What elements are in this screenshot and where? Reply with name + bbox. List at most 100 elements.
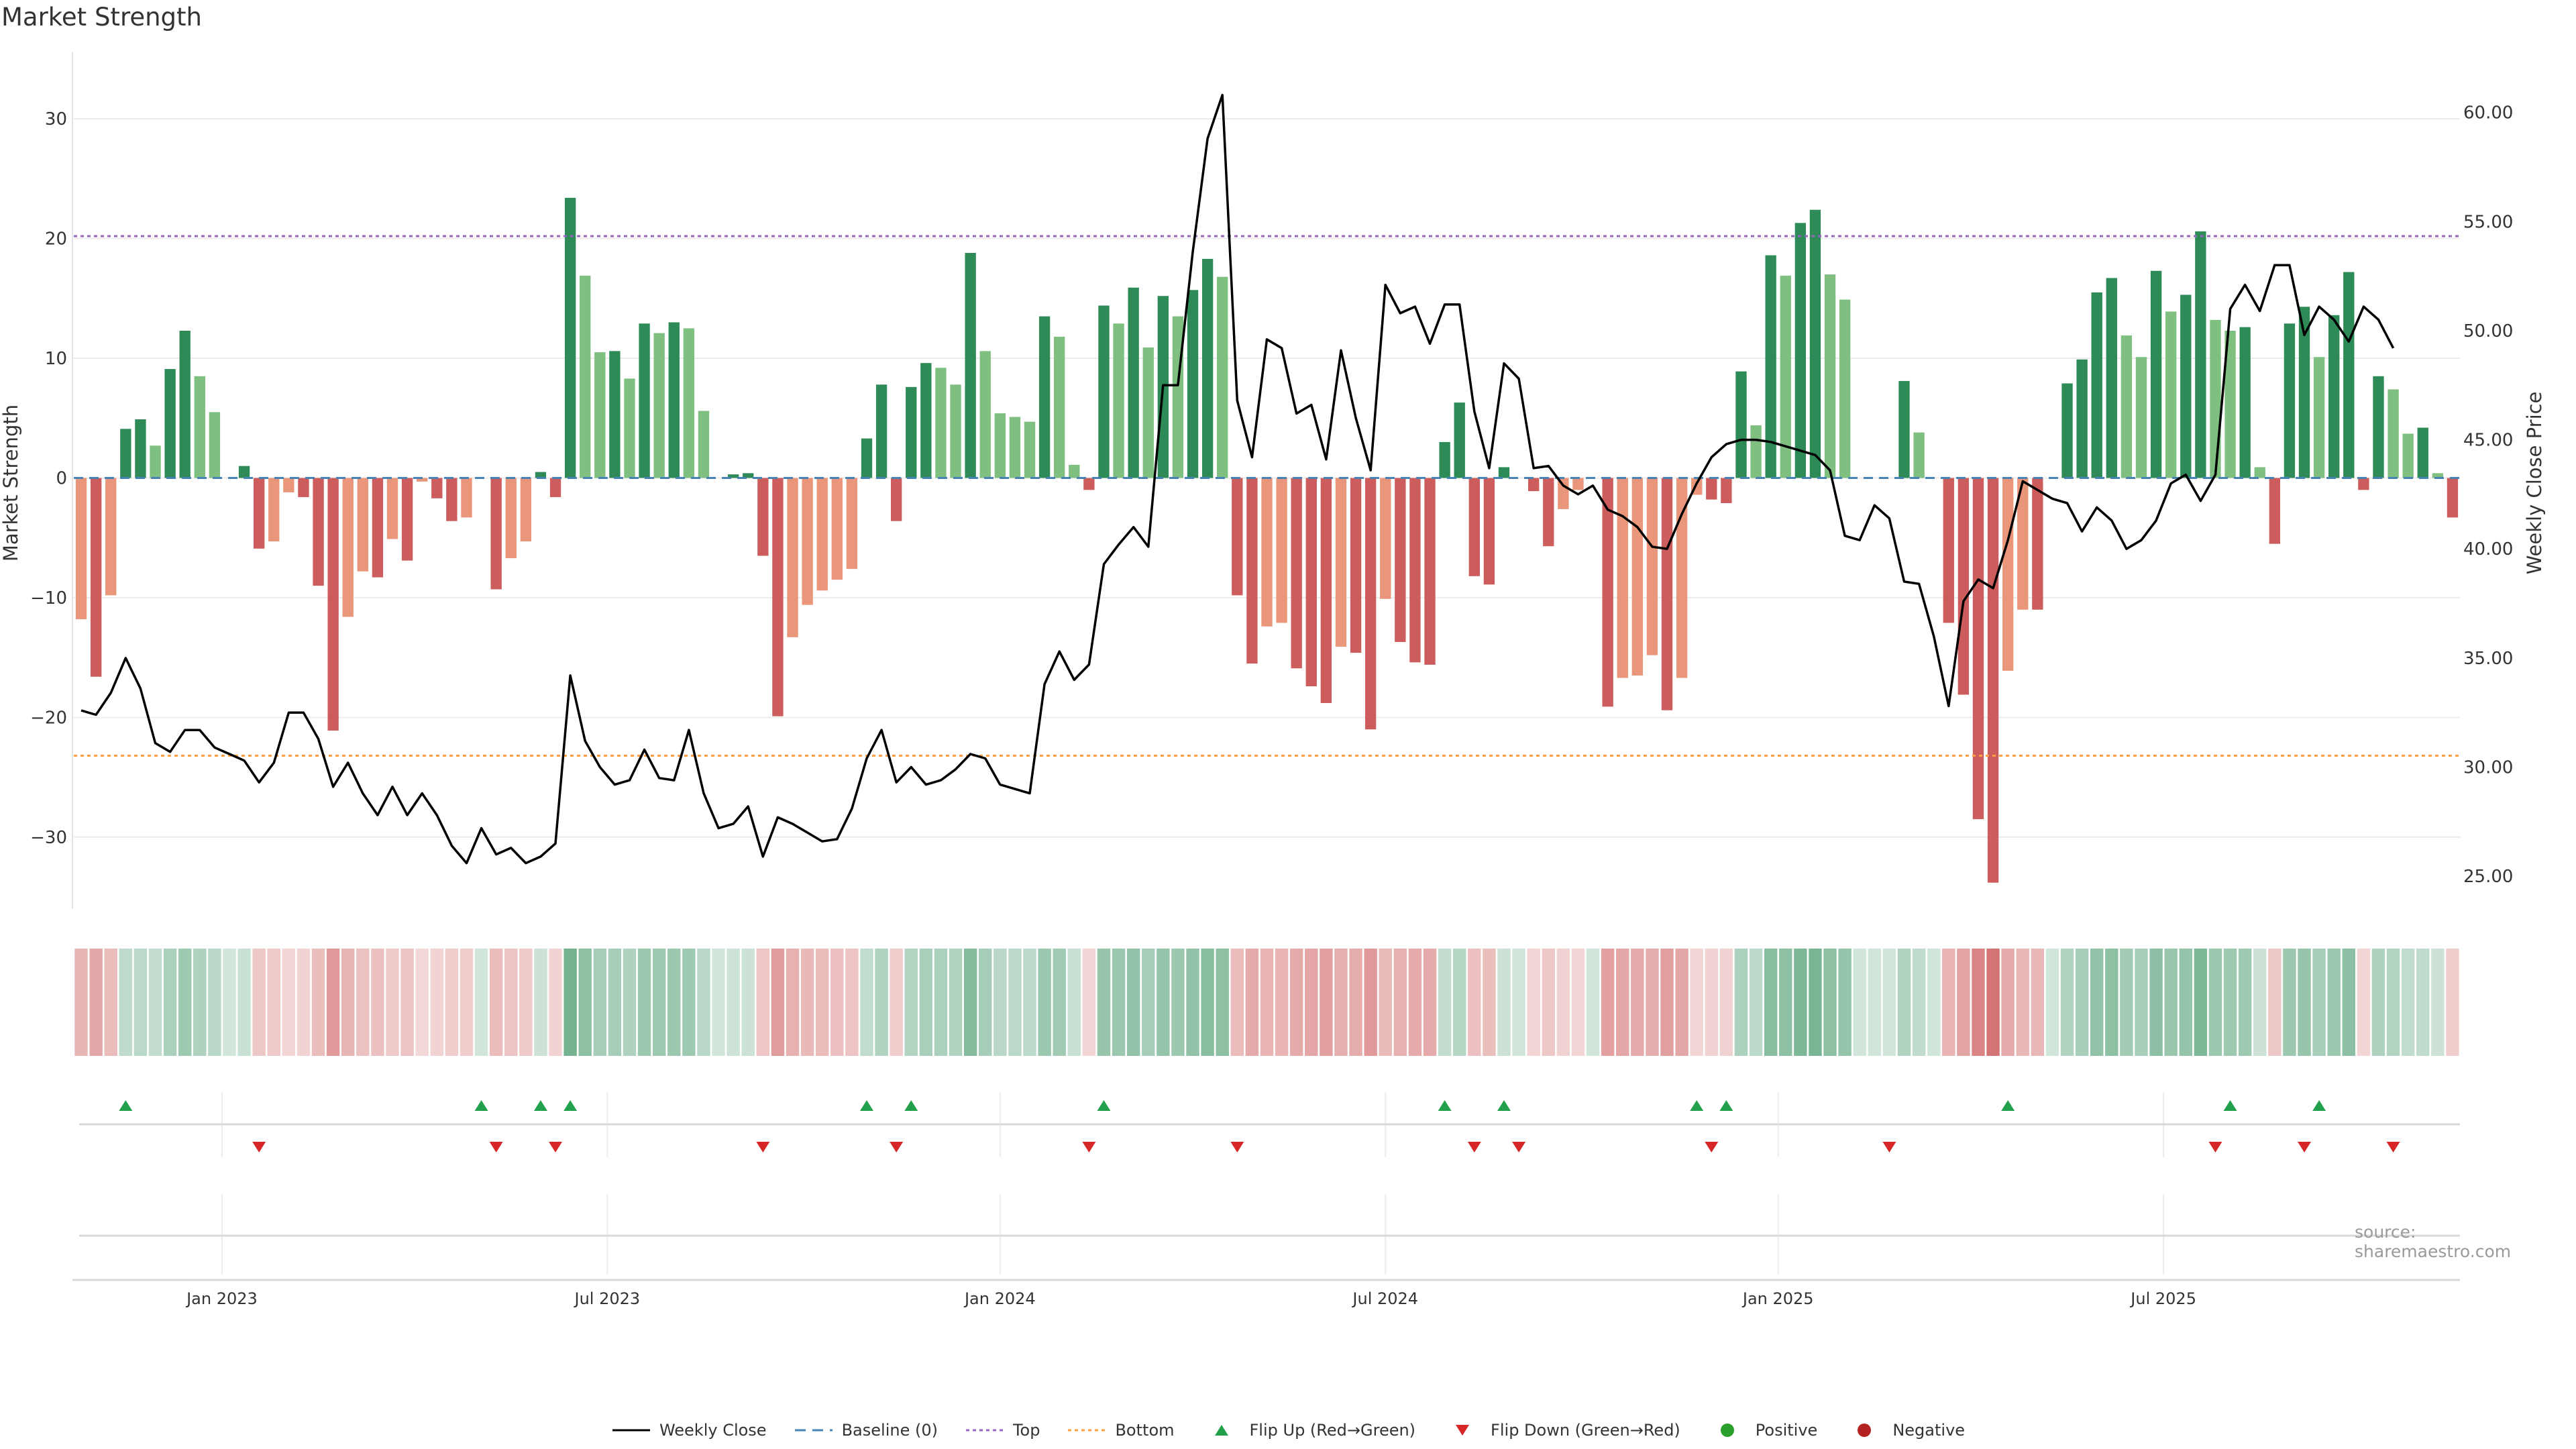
strength-bar [2402, 433, 2414, 478]
strength-bar [135, 419, 146, 478]
flip-up-marker [474, 1100, 488, 1111]
strength-bar [1054, 336, 1065, 478]
heat-cell [356, 949, 370, 1056]
strength-bar [2180, 294, 2192, 478]
close-legend-icon [612, 1429, 650, 1432]
heat-cell [178, 949, 192, 1056]
heat-cell [1660, 949, 1674, 1056]
strength-bar [209, 412, 221, 478]
strength-bar [787, 478, 798, 637]
strength-bar [846, 478, 858, 570]
heat-cell [2416, 949, 2430, 1056]
heat-cell [667, 949, 681, 1056]
heat-cell [1112, 949, 1126, 1056]
strength-bar [1824, 274, 1836, 478]
strength-bar [2313, 357, 2325, 478]
heat-cell [104, 949, 117, 1056]
heat-cell [1646, 949, 1659, 1056]
flip-down-marker [1082, 1142, 1096, 1152]
strength-bar [1646, 478, 1658, 655]
x-tick-label: Jul 2025 [2129, 1289, 2196, 1308]
heat-cell [2327, 949, 2341, 1056]
strength-bar [372, 478, 384, 578]
heat-cell [934, 949, 948, 1056]
heat-cell [1349, 949, 1362, 1056]
strength-bar [965, 252, 976, 478]
strength-bar [743, 473, 754, 478]
strength-bar [194, 376, 205, 478]
strength-bar [1780, 275, 1791, 478]
heat-cell [815, 949, 829, 1056]
flip-up-marker [904, 1100, 918, 1111]
strength-bar [1424, 478, 1436, 665]
heat-cell [994, 949, 1007, 1056]
strength-bar [1765, 255, 1776, 478]
strength-bar [1809, 209, 1821, 478]
heat-cell [1586, 949, 1600, 1056]
strength-bar [461, 478, 472, 518]
heat-cell [2135, 949, 2148, 1056]
axes: −30 −20 −10 0 10 20 30 25.00 30.00 35.00 40.00 45.0… [0, 103, 2546, 1308]
legend-item-flipdown: Flip Down (Green→Red) [1442, 1421, 1680, 1440]
strength-bar [1009, 417, 1021, 478]
heat-cell [1512, 949, 1525, 1056]
y-left-tick-label: −20 [30, 708, 67, 728]
flip-up-marker [2223, 1100, 2237, 1111]
strength-bar [935, 368, 947, 478]
heat-cell [949, 949, 963, 1056]
heat-cell [2223, 949, 2237, 1056]
flip-down-marker [756, 1142, 770, 1152]
heat-cell [1764, 949, 1778, 1056]
strength-bar [2224, 330, 2236, 478]
flip-down-marker [549, 1142, 563, 1152]
y-right-tick-label: 50.00 [2463, 321, 2513, 341]
heat-cell [830, 949, 844, 1056]
strength-bar [1024, 421, 1036, 478]
heat-cell [637, 949, 651, 1056]
heat-cell [1038, 949, 1051, 1056]
x-tick-label: Jan 2024 [963, 1289, 1036, 1308]
strength-bar [1543, 478, 1554, 547]
strength-bar [1750, 425, 1762, 478]
strength-bar [1661, 478, 1673, 710]
flip-down-marker [1512, 1142, 1526, 1152]
strength-bar [906, 386, 917, 478]
heat-cell [474, 949, 488, 1056]
heat-strip [74, 949, 2459, 1056]
heat-cell [2060, 949, 2074, 1056]
legend-label: Flip Down (Green→Red) [1491, 1421, 1680, 1440]
heat-cell [267, 949, 280, 1056]
strength-bar [253, 478, 265, 549]
heat-cell [578, 949, 592, 1056]
heat-cell [489, 949, 503, 1056]
strength-bar [150, 445, 161, 478]
legend-item-negative: Negative [1844, 1421, 1965, 1440]
heat-cell [2075, 949, 2089, 1056]
heat-cell [2312, 949, 2326, 1056]
heat-cell [2001, 949, 2015, 1056]
heat-cell [1245, 949, 1259, 1056]
heat-cell [415, 949, 429, 1056]
heat-cell [2090, 949, 2104, 1056]
strength-bar [683, 328, 695, 478]
heat-cell [979, 949, 992, 1056]
heat-cell [1067, 949, 1081, 1056]
strength-bar [357, 478, 368, 572]
strength-bar [2061, 383, 2073, 478]
strength-bar [802, 478, 813, 605]
strength-bar [535, 472, 547, 478]
heat-cell [74, 949, 88, 1056]
strength-bar [624, 378, 635, 478]
strength-bar [342, 478, 354, 617]
heat-cell [1082, 949, 1096, 1056]
heat-cell [311, 949, 325, 1056]
heat-cell [682, 949, 696, 1056]
strength-bar [431, 478, 443, 498]
flip-up-marker [1690, 1100, 1704, 1111]
heat-cell [875, 949, 888, 1056]
heat-cell [1897, 949, 1911, 1056]
heat-cell [1334, 949, 1348, 1056]
flip-down-marker [2386, 1142, 2400, 1152]
heat-cell [1097, 949, 1111, 1056]
y-right-tick-label: 40.00 [2463, 539, 2513, 559]
